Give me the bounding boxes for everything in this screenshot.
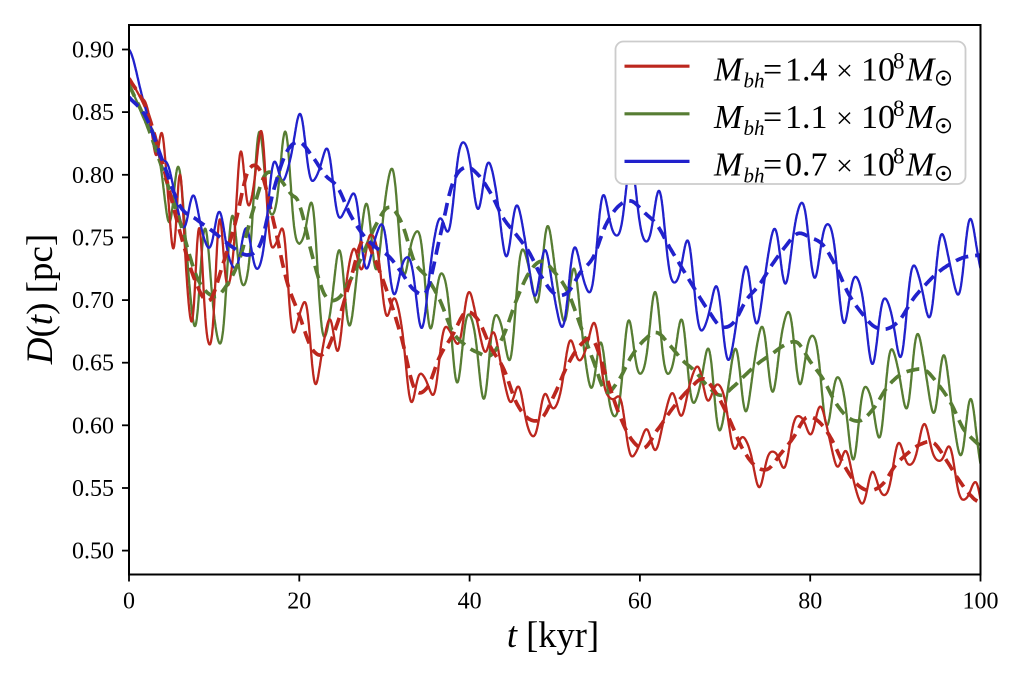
svg-text:=: = [763, 147, 782, 184]
svg-text:D(t) [pc]: D(t) [pc] [20, 234, 61, 365]
svg-text:80: 80 [798, 589, 822, 615]
svg-text:t [kyr]: t [kyr] [507, 614, 599, 655]
svg-text:0.60: 0.60 [72, 413, 114, 439]
svg-text:0: 0 [123, 589, 135, 615]
svg-text:0.65: 0.65 [72, 351, 114, 377]
svg-text:=: = [763, 51, 782, 88]
svg-text:8: 8 [893, 96, 905, 121]
svg-text:0.55: 0.55 [72, 476, 114, 502]
svg-text:1.4: 1.4 [785, 51, 828, 88]
svg-text:=: = [763, 99, 782, 136]
svg-text:0.90: 0.90 [72, 38, 114, 64]
svg-text:0.7: 0.7 [785, 147, 828, 184]
svg-text:×: × [836, 150, 853, 183]
svg-text:0.75: 0.75 [72, 225, 114, 251]
svg-text:8: 8 [893, 144, 905, 169]
svg-text:bh: bh [744, 116, 765, 140]
svg-text:10: 10 [861, 51, 895, 88]
svg-text:0.80: 0.80 [72, 163, 114, 189]
svg-text:10: 10 [861, 147, 895, 184]
svg-text:bh: bh [744, 68, 765, 92]
svg-text:bh: bh [744, 164, 765, 188]
svg-text:M: M [905, 147, 936, 184]
svg-text:×: × [836, 54, 853, 87]
svg-text:0.70: 0.70 [72, 288, 114, 314]
svg-text:40: 40 [458, 589, 482, 615]
svg-text:M: M [905, 51, 936, 88]
svg-text:×: × [836, 102, 853, 135]
svg-text:M: M [713, 147, 744, 184]
svg-text:10: 10 [861, 99, 895, 136]
svg-text:0.50: 0.50 [72, 539, 114, 565]
svg-text:100: 100 [963, 589, 999, 615]
svg-text:M: M [713, 99, 744, 136]
svg-text:M: M [905, 99, 936, 136]
svg-text:20: 20 [287, 589, 311, 615]
svg-text:60: 60 [628, 589, 652, 615]
svg-text:M: M [713, 51, 744, 88]
svg-text:1.1: 1.1 [785, 99, 828, 136]
svg-text:0.85: 0.85 [72, 100, 114, 126]
svg-text:8: 8 [893, 48, 905, 73]
